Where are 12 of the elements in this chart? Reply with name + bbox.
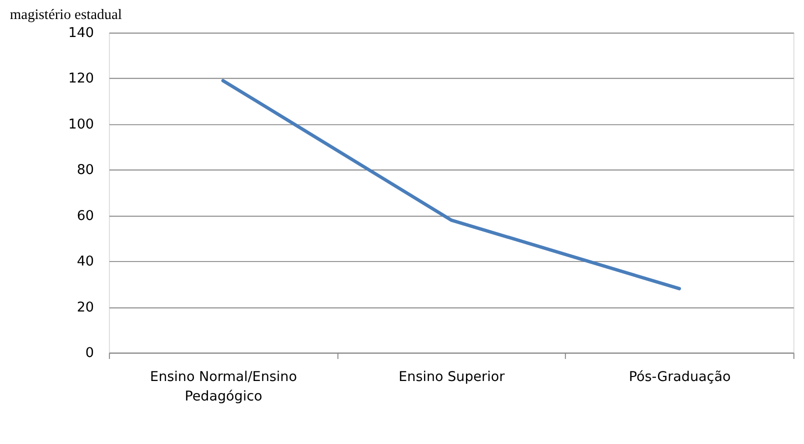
- y-tick-label: 40: [76, 254, 94, 270]
- y-tick-label: 60: [76, 208, 94, 224]
- y-tick-label: 0: [85, 345, 94, 362]
- chart-title: magistério estadual: [10, 7, 122, 24]
- y-tick-label: 120: [68, 70, 94, 87]
- y-tick-label: 100: [68, 116, 94, 132]
- x-tick-label: Pós-Graduação: [628, 369, 731, 386]
- y-tick-label: 80: [76, 162, 94, 178]
- x-tick-label: Ensino Superior: [398, 369, 506, 386]
- y-tick-label: 20: [76, 299, 94, 316]
- x-tick-label: Ensino Normal/Ensino Pedagógico: [150, 369, 297, 404]
- y-tick-label: 140: [68, 24, 94, 41]
